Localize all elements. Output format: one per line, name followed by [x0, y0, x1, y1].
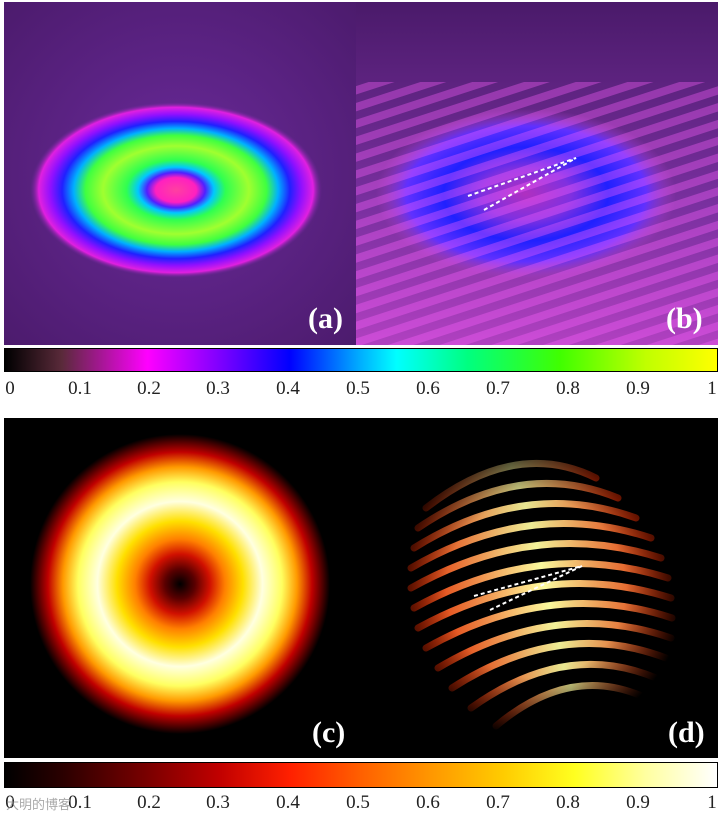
colorbar-bottom-tick: 0.2 [137, 792, 161, 813]
fringe-guide-line-1 [467, 157, 577, 197]
colorbar-bottom-tick: 0.5 [346, 792, 370, 813]
fringe-guide-line-2 [489, 565, 583, 611]
colorbar-top-tick: 0.8 [556, 378, 580, 399]
colorbar-top-tick: 0.4 [276, 378, 300, 399]
colorbar-bottom-tick: 1 [707, 792, 717, 813]
colorbar-top-tick: 0.9 [626, 378, 650, 399]
panel-c-label: (c) [312, 716, 346, 749]
colorbar-top-ticks: 0 0.1 0.2 0.3 0.4 0.5 0.6 0.7 0.8 0.9 1 [0, 378, 727, 402]
panel-b: (b) [356, 2, 718, 345]
panel-c-image [4, 418, 356, 758]
colorbar-top-tick: 0.6 [416, 378, 440, 399]
colorbar-top-tick: 0.3 [206, 378, 230, 399]
panel-a-image [4, 2, 356, 345]
colorbar-top [4, 348, 718, 372]
colorbar-top-tick: 0.5 [346, 378, 370, 399]
panel-c: (c) [4, 418, 356, 758]
panel-b-label: (b) [666, 302, 703, 335]
colorbar-bottom-tick: 0.4 [276, 792, 300, 813]
colorbar-bottom-ticks: 0 0.1 0.2 0.3 0.4 0.5 0.6 0.7 0.8 0.9 1 [0, 792, 727, 816]
colorbar-bottom-tick: 0.8 [556, 792, 580, 813]
fringe-guide-line-2 [483, 157, 577, 211]
panel-a: (a) [4, 2, 356, 345]
colorbar-bottom-tick: 0.3 [206, 792, 230, 813]
colorbar-bottom-tick: 0.6 [416, 792, 440, 813]
panel-d: (d) [356, 418, 718, 758]
colorbar-top-tick: 0.2 [137, 378, 161, 399]
watermark: 大明的博客 [6, 798, 72, 813]
panel-d-label: (d) [668, 716, 705, 749]
colorbar-top-tick: 1 [707, 378, 717, 399]
colorbar-bottom-tick: 0.7 [486, 792, 510, 813]
fringe-arcs [407, 459, 676, 730]
fringe-guide-line-1 [473, 565, 583, 597]
colorbar-top-tick: 0 [5, 378, 15, 399]
panel-a-label: (a) [308, 302, 343, 335]
colorbar-bottom [4, 762, 718, 788]
colorbar-bottom-tick: 0.9 [626, 792, 650, 813]
colorbar-bottom-tick: 0.1 [68, 792, 92, 813]
panel-b-image [356, 2, 718, 345]
colorbar-top-tick: 0.7 [486, 378, 510, 399]
colorbar-top-tick: 0.1 [68, 378, 92, 399]
colorbar-bottom-tick: 0 [5, 792, 15, 813]
panel-d-image [356, 418, 718, 758]
